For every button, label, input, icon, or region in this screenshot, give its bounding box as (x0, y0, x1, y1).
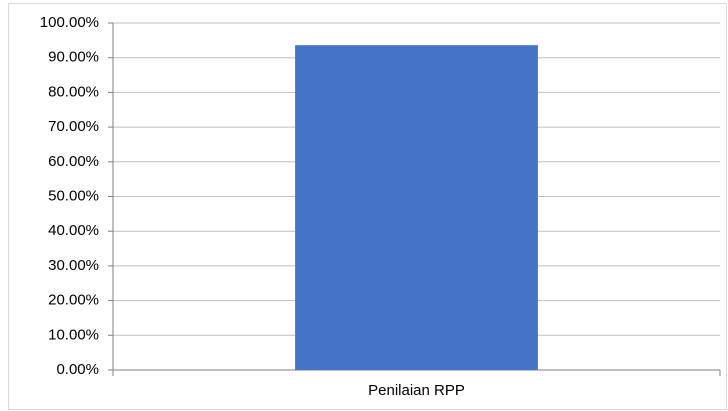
x-tick-label: Penilaian RPP (368, 382, 465, 399)
y-tick-label: 100.00% (40, 14, 99, 31)
y-tick-label: 80.00% (48, 83, 99, 100)
y-tick-label: 60.00% (48, 153, 99, 170)
y-tick-label: 50.00% (48, 187, 99, 204)
y-tick-label: 70.00% (48, 118, 99, 135)
y-tick-label: 40.00% (48, 222, 99, 239)
y-tick-label: 30.00% (48, 257, 99, 274)
y-tick-label: 90.00% (48, 49, 99, 66)
bar (295, 45, 538, 370)
y-tick-label: 10.00% (48, 326, 99, 343)
y-tick-label: 20.00% (48, 292, 99, 309)
y-tick-label: 0.00% (56, 361, 99, 378)
chart-frame (8, 3, 727, 410)
